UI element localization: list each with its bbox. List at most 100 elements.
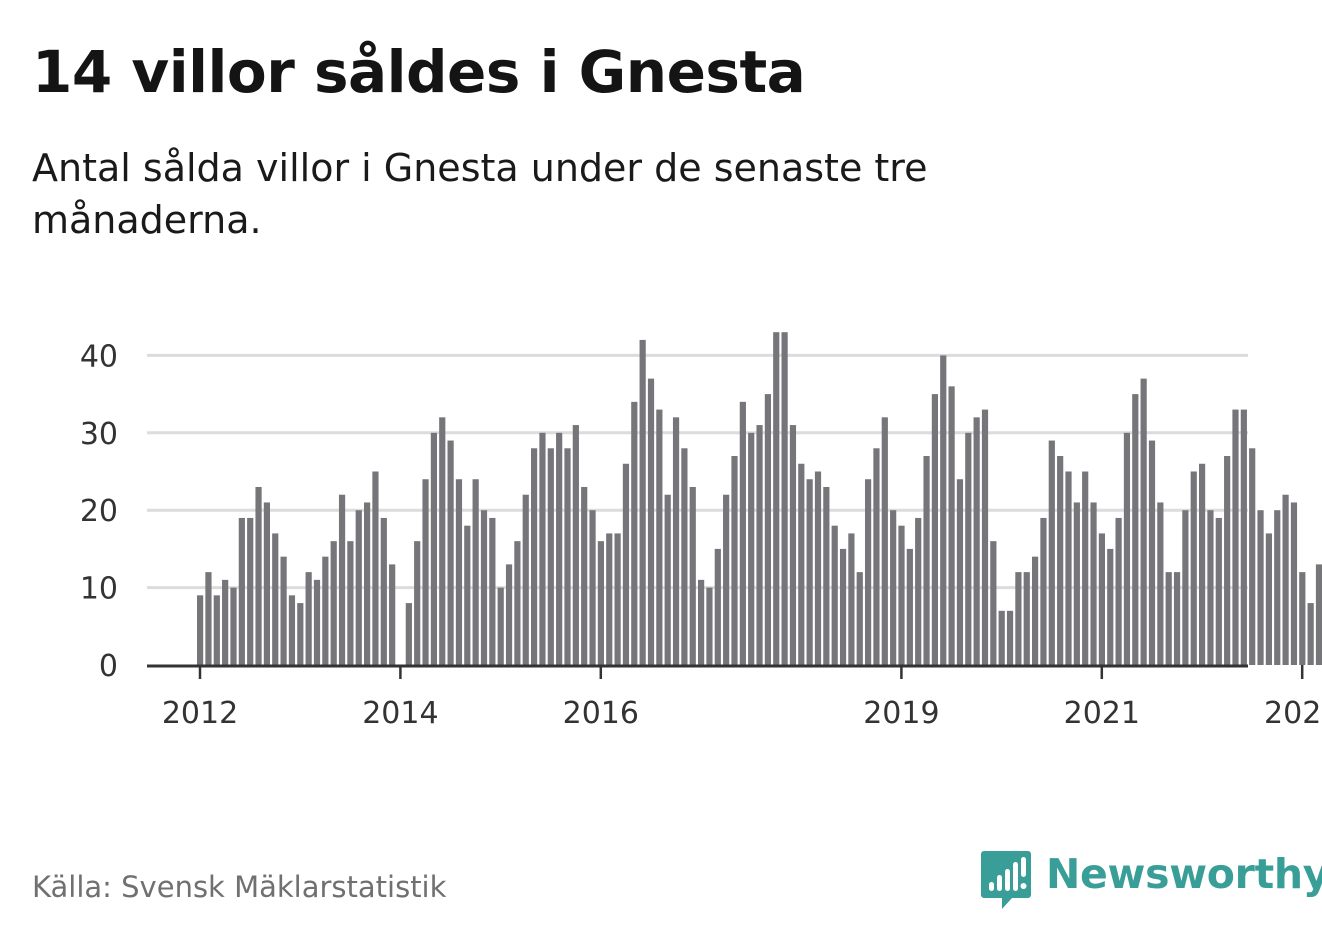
bars bbox=[197, 332, 1322, 665]
bar bbox=[706, 587, 713, 665]
bar bbox=[1232, 409, 1239, 665]
bar bbox=[756, 425, 763, 665]
bar bbox=[956, 479, 964, 665]
bar bbox=[831, 525, 838, 665]
x-tick-label: 2012 bbox=[162, 696, 238, 731]
bar bbox=[948, 386, 955, 665]
bar bbox=[1257, 510, 1264, 665]
brand-name: Newsworthy bbox=[1046, 850, 1322, 898]
bar bbox=[1315, 564, 1322, 665]
bar bbox=[1215, 517, 1222, 665]
bar bbox=[489, 517, 496, 665]
bar bbox=[1073, 502, 1080, 665]
bar bbox=[1165, 572, 1172, 665]
bar bbox=[222, 579, 229, 665]
bar bbox=[1290, 502, 1298, 665]
bar bbox=[1048, 440, 1055, 665]
source-note: Källa: Svensk Mäklarstatistik bbox=[32, 870, 447, 904]
bar bbox=[581, 486, 588, 665]
bar bbox=[823, 486, 830, 665]
bar bbox=[781, 332, 788, 665]
bar bbox=[355, 510, 362, 665]
bar bbox=[856, 572, 863, 665]
y-tick-label: 30 bbox=[80, 417, 118, 452]
bar bbox=[647, 378, 655, 665]
x-axis-ticks: 2012 2014 2016 2019 2021 2023 bbox=[162, 665, 1322, 731]
bar bbox=[1132, 394, 1139, 665]
bar bbox=[940, 355, 947, 665]
x-tick-label: 2019 bbox=[863, 696, 939, 731]
x-tick-label: 2014 bbox=[362, 696, 438, 731]
bar bbox=[1240, 409, 1247, 665]
bar bbox=[547, 448, 554, 665]
bar bbox=[372, 471, 379, 665]
bar bbox=[313, 579, 321, 665]
bar bbox=[338, 494, 346, 665]
bar bbox=[389, 564, 396, 665]
bar bbox=[230, 587, 237, 665]
bar bbox=[213, 595, 220, 665]
bar bbox=[1123, 432, 1131, 665]
bar bbox=[1173, 572, 1181, 665]
bar bbox=[915, 517, 922, 665]
x-tick-label: 2023 bbox=[1264, 696, 1322, 731]
bar bbox=[698, 579, 705, 665]
bar bbox=[998, 610, 1005, 665]
bar bbox=[664, 494, 671, 665]
bar bbox=[1023, 572, 1030, 665]
bar bbox=[981, 409, 989, 665]
bar bbox=[906, 548, 913, 665]
bar bbox=[773, 332, 780, 665]
bar bbox=[1224, 456, 1231, 665]
bar bbox=[1082, 471, 1089, 665]
bar bbox=[347, 541, 354, 665]
bar bbox=[614, 533, 621, 665]
bar bbox=[990, 541, 997, 665]
bar bbox=[606, 533, 613, 665]
bar bbox=[890, 510, 897, 665]
bar bbox=[1274, 510, 1281, 665]
bar bbox=[430, 432, 437, 665]
bar bbox=[723, 494, 730, 665]
bar bbox=[814, 471, 822, 665]
x-tick-label: 2021 bbox=[1064, 696, 1140, 731]
bar bbox=[1190, 471, 1197, 665]
newsworthy-chart-icon bbox=[981, 851, 1031, 909]
bar bbox=[1040, 517, 1047, 665]
grid-lines bbox=[147, 353, 1248, 590]
bar bbox=[731, 456, 738, 665]
bar bbox=[1032, 556, 1039, 665]
bar bbox=[789, 425, 797, 665]
bar bbox=[505, 564, 513, 665]
bar bbox=[1065, 471, 1072, 665]
bar bbox=[1015, 572, 1022, 665]
bar bbox=[1107, 548, 1114, 665]
bar bbox=[556, 432, 563, 665]
bar bbox=[564, 448, 571, 665]
bar bbox=[931, 394, 938, 665]
bar bbox=[631, 401, 638, 665]
bar bbox=[1282, 494, 1289, 665]
bar bbox=[263, 502, 270, 665]
bar bbox=[422, 479, 429, 665]
bar bbox=[288, 595, 296, 665]
bar bbox=[205, 572, 212, 665]
bar bbox=[681, 448, 688, 665]
bar bbox=[1115, 517, 1122, 665]
bar bbox=[539, 432, 546, 665]
bar bbox=[330, 541, 337, 665]
bar bbox=[672, 417, 680, 665]
bar bbox=[439, 417, 446, 665]
bar bbox=[364, 502, 371, 665]
bar bbox=[865, 479, 872, 665]
bar bbox=[739, 401, 746, 665]
bar bbox=[238, 517, 245, 665]
bar bbox=[1098, 533, 1105, 665]
bar bbox=[247, 517, 254, 665]
bar bbox=[480, 510, 488, 665]
bar bbox=[1140, 378, 1147, 665]
bar bbox=[272, 533, 279, 665]
bar bbox=[965, 432, 972, 665]
bar bbox=[1307, 603, 1314, 665]
